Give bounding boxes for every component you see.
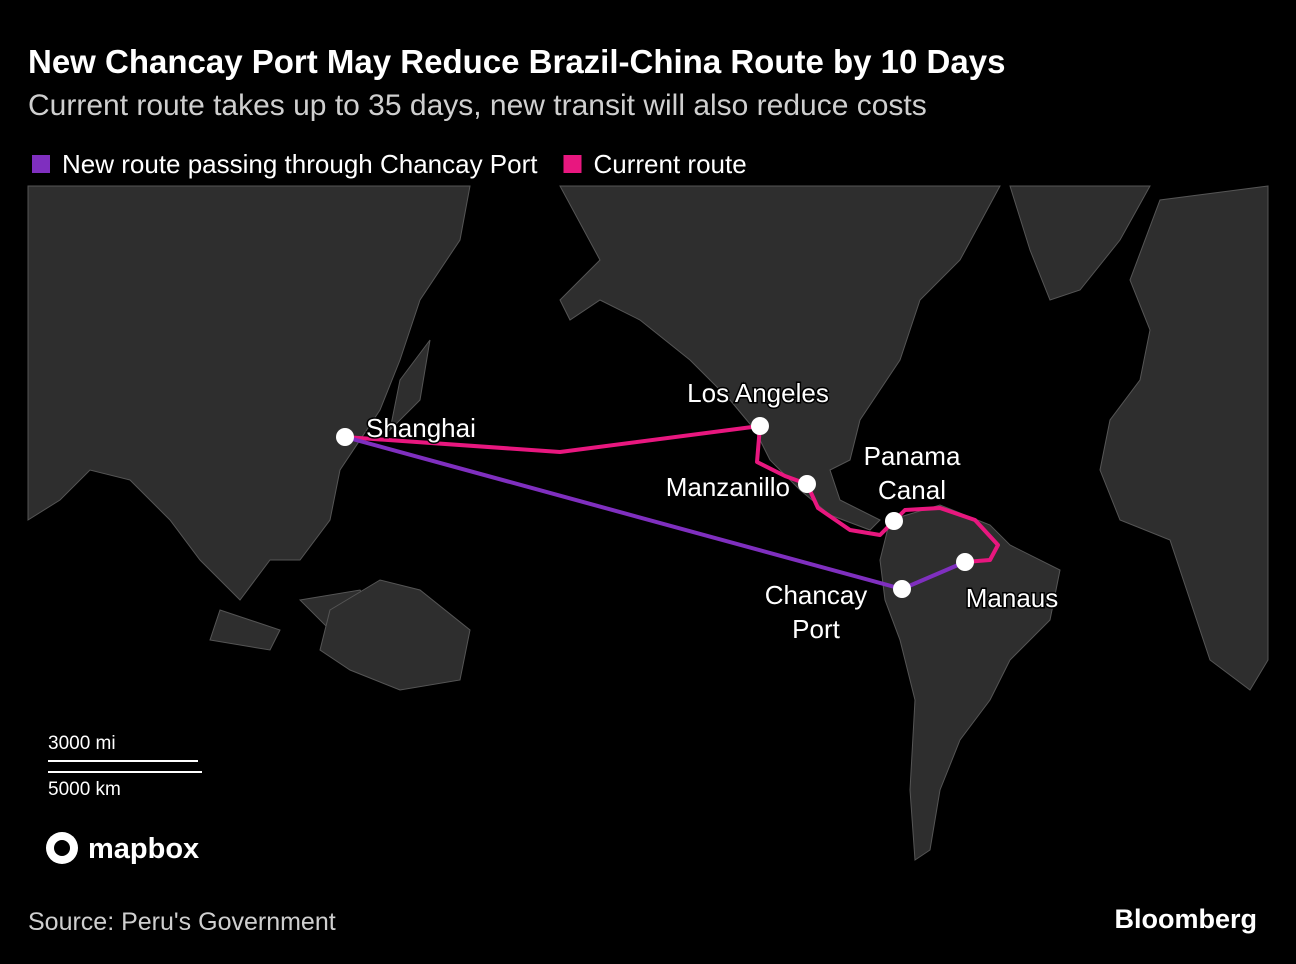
greenland [1009, 185, 1151, 301]
attribution: mapbox [88, 833, 199, 865]
legend-swatch [563, 155, 582, 173]
north-america [559, 185, 1001, 531]
south-america [879, 504, 1061, 861]
source: Source: Peru's Government [28, 908, 336, 936]
subtitle: Current route takes up to 35 days, new t… [28, 89, 927, 122]
place-marker [893, 580, 911, 598]
current-route [344, 424, 1000, 564]
scale-miles: 3000 mi [48, 733, 116, 754]
brand: Bloomberg [1114, 904, 1257, 934]
europe-africa [1099, 185, 1269, 691]
place-label: Panama [864, 441, 961, 471]
place-label: Manaus [966, 583, 1059, 613]
legend: New route passing through Chancay Port Cu… [32, 149, 747, 179]
australia [319, 579, 471, 691]
place-label: Canal [878, 475, 946, 505]
asia [27, 185, 471, 601]
place-label: Manzanillo [666, 472, 790, 502]
place-marker [885, 512, 903, 530]
place-marker [798, 475, 816, 493]
place-marker [336, 428, 354, 446]
legend-label: Current route [594, 149, 747, 179]
scale-km: 5000 km [48, 779, 121, 800]
place-marker [751, 417, 769, 435]
places: Shanghai Los Angeles Manzanillo Panama Canal… [336, 377, 1060, 646]
place-marker [956, 553, 974, 571]
legend-swatch [32, 155, 50, 173]
legend-label: New route passing through Chancay Port [62, 149, 538, 179]
place-label: Chancay [765, 580, 868, 610]
place-label: Shanghai [366, 413, 476, 443]
mapbox-logo-inner [54, 840, 70, 856]
place-label: Los Angeles [687, 378, 829, 408]
title: New Chancay Port May Reduce Brazil-China… [28, 43, 1005, 80]
place-label: Port [792, 614, 840, 644]
map: Shanghai Los Angeles Manzanillo Panama Canal… [27, 185, 1269, 884]
